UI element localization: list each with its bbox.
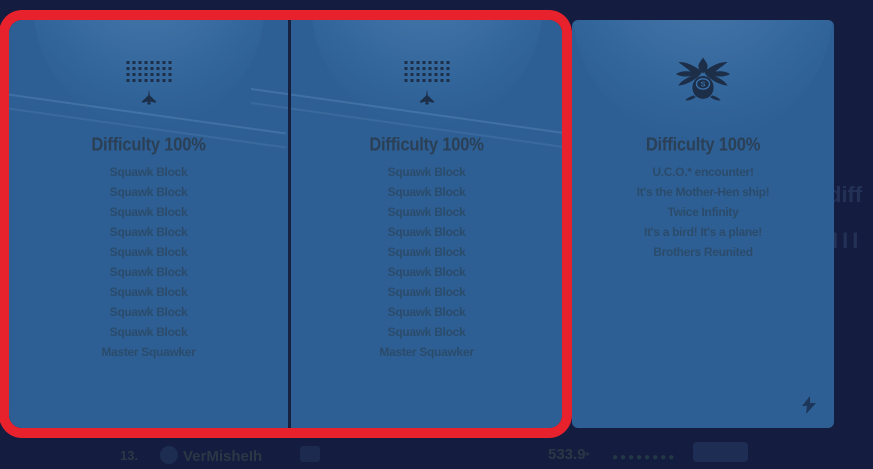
svg-text:S: S: [701, 79, 706, 88]
